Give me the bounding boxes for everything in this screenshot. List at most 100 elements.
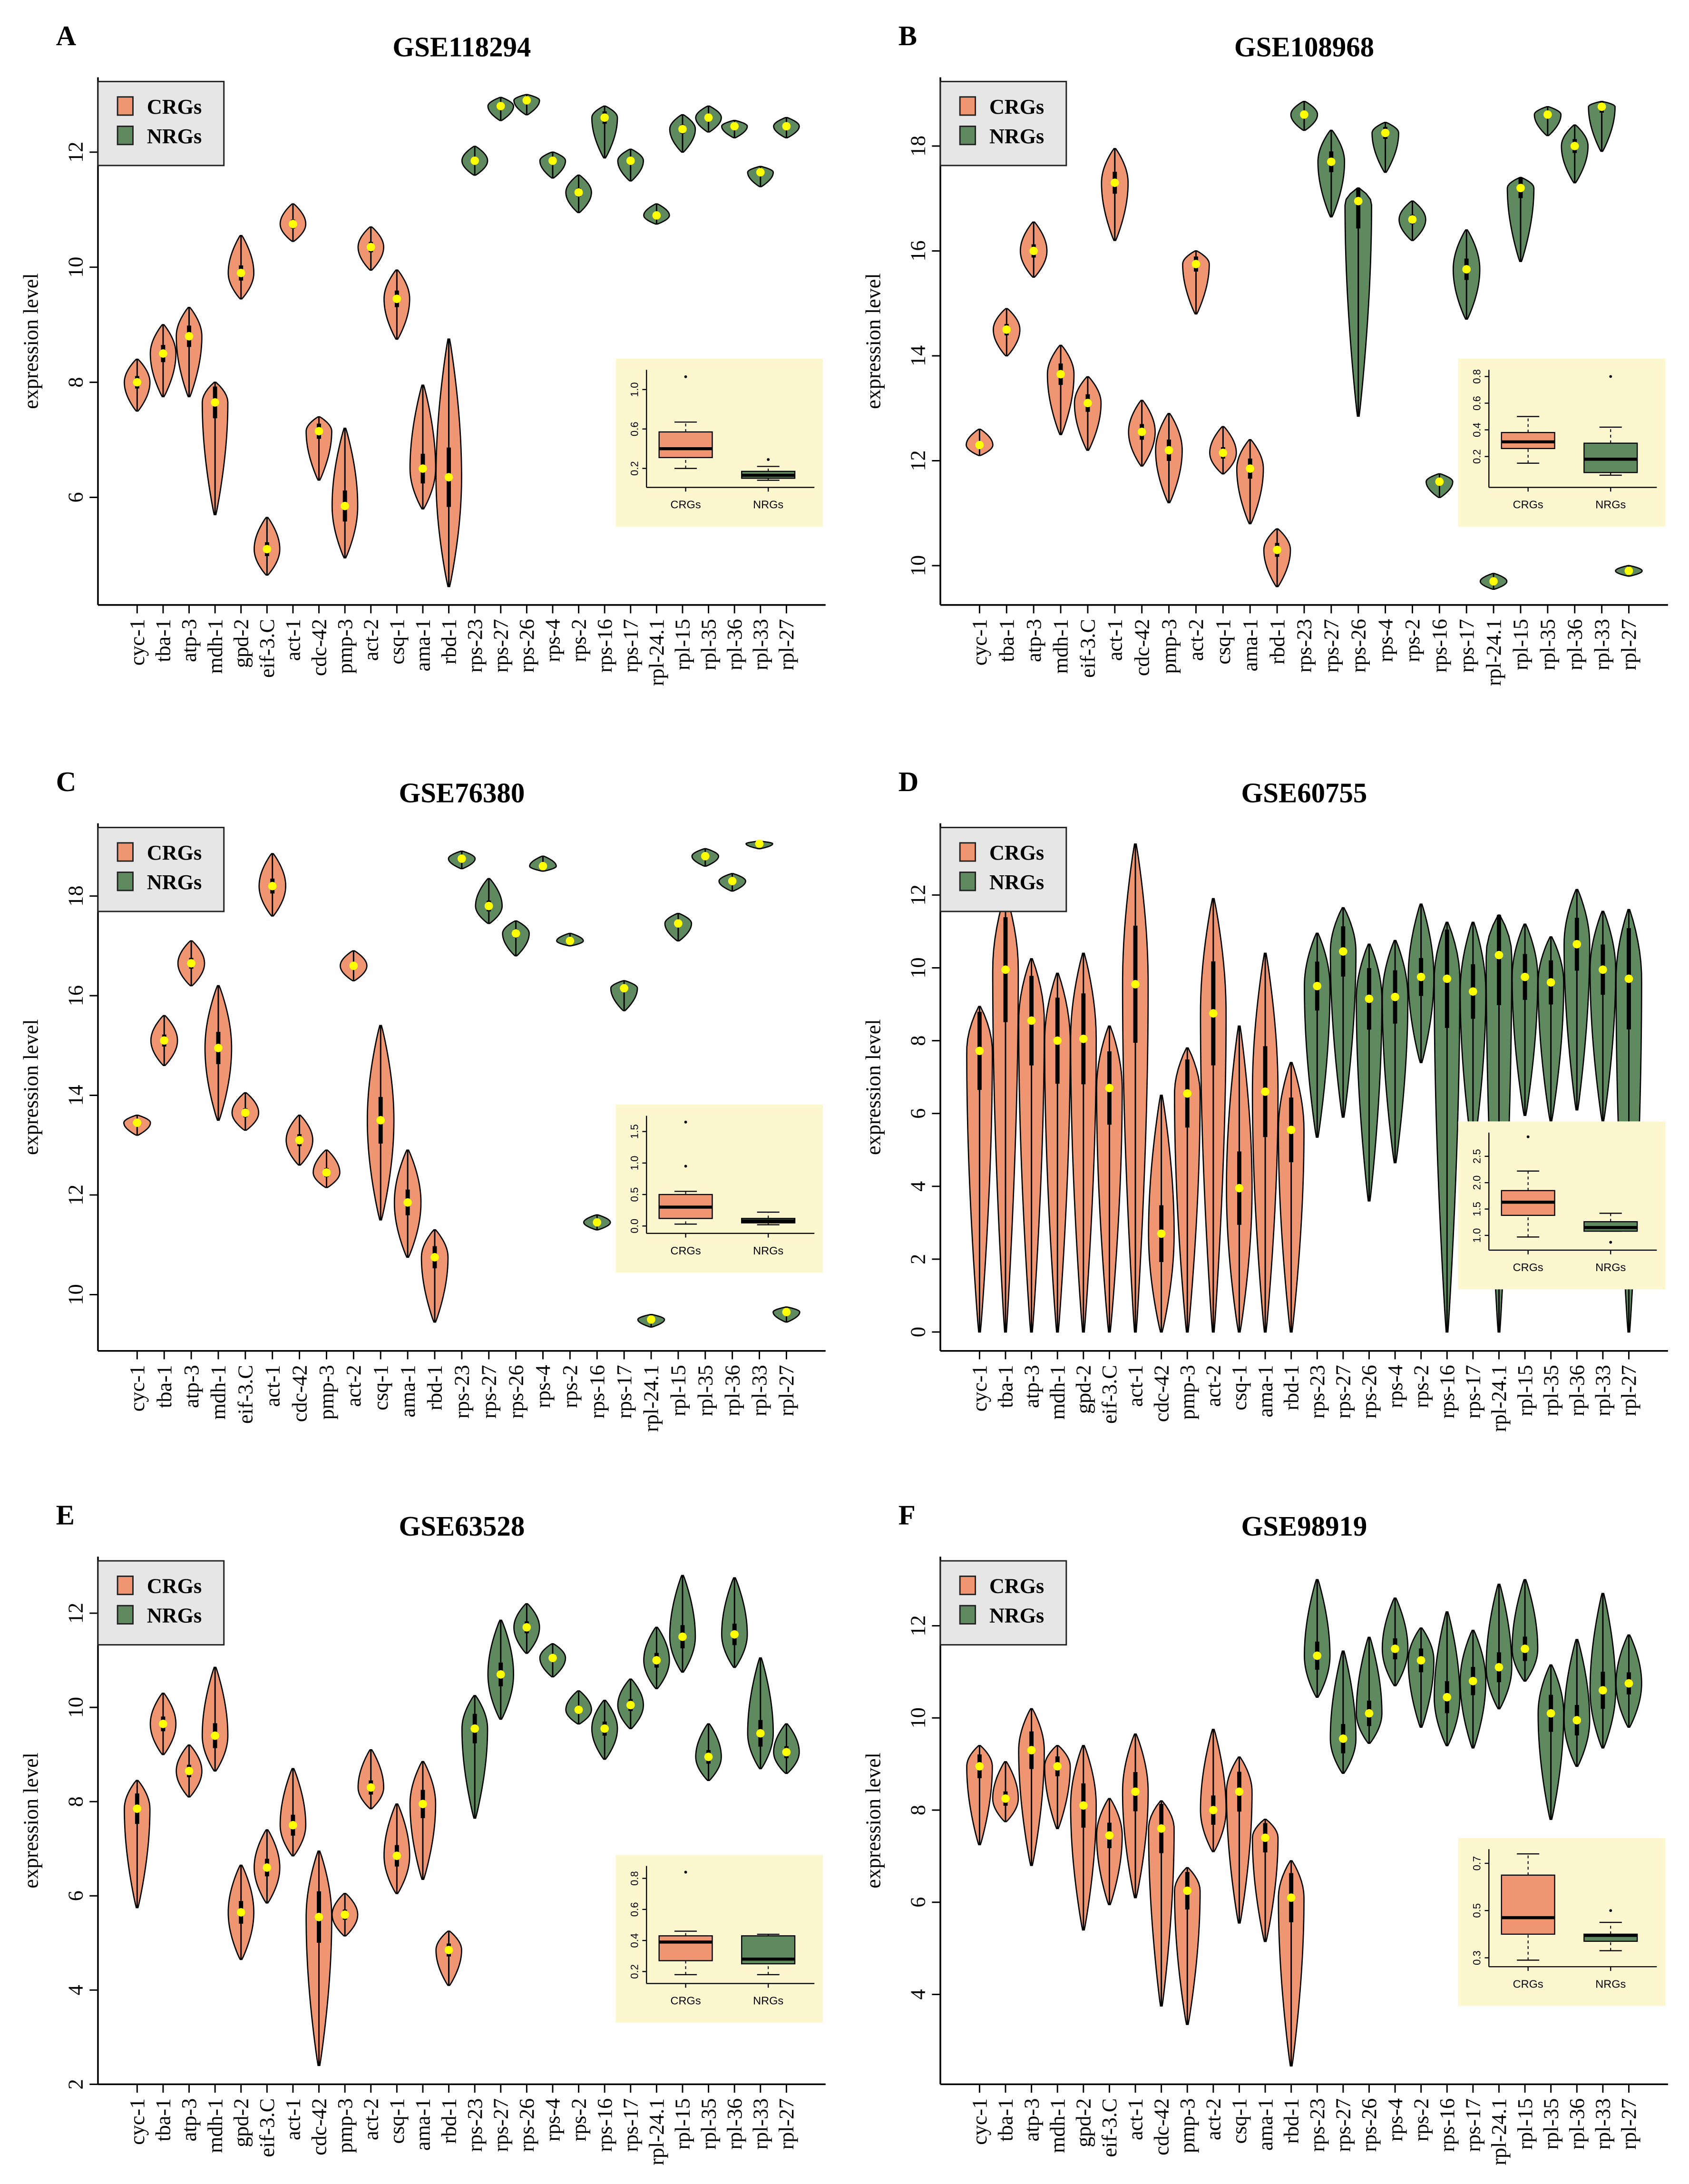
violin-rps-23 — [1290, 100, 1318, 131]
violin-cyc-1 — [966, 1745, 993, 1846]
violin-rps-2 — [1407, 1627, 1435, 1728]
x-tick-label: rpl-36 — [723, 2098, 746, 2150]
x-tick-label: rps-2 — [1409, 2098, 1433, 2142]
x-tick-label: rpl-27 — [1617, 2098, 1640, 2150]
x-tick-label: rps-4 — [541, 2098, 565, 2142]
median-dot — [1235, 1787, 1244, 1796]
inset-y-tick-label: 1.0 — [629, 1156, 641, 1170]
x-tick-label: atp-3 — [1020, 2098, 1043, 2142]
violin-tba-1 — [992, 1761, 1019, 1822]
violin-rps-23 — [461, 146, 488, 176]
violin-cdc-42 — [1148, 1095, 1175, 1333]
violin-act-1 — [1101, 148, 1129, 241]
legend-label-crg: CRGs — [147, 1575, 202, 1598]
violin-rpl-36 — [1561, 124, 1589, 184]
legend-swatch-crg — [959, 842, 976, 862]
legend-label-nrg: NRGs — [989, 1604, 1044, 1627]
median-dot — [626, 1701, 635, 1710]
x-tick-label: rps-16 — [593, 619, 616, 673]
violin-eif-3.C — [254, 1829, 281, 1904]
median-dot — [444, 473, 453, 481]
violin-rps-26 — [1356, 943, 1383, 1202]
violin-rps-23 — [448, 850, 476, 870]
violin-rpl-35 — [1537, 936, 1564, 1122]
violin-csq-1 — [1226, 1025, 1253, 1333]
median-dot — [730, 1630, 739, 1639]
legend-box — [97, 1560, 225, 1646]
median-dot — [1624, 974, 1633, 983]
median-dot — [626, 157, 635, 165]
panel-letter: E — [56, 1500, 75, 1531]
y-tick-label: 12 — [64, 142, 88, 163]
median-dot — [1053, 1036, 1062, 1045]
median-dot — [1053, 1762, 1062, 1771]
x-tick-label: rps-23 — [463, 2098, 487, 2152]
x-tick-label: rpl-15 — [1513, 1365, 1537, 1416]
x-tick-label: eif-3.C — [1098, 2098, 1121, 2157]
legend-label-nrg: NRGs — [147, 1604, 202, 1627]
x-tick-label: eif-3.C — [234, 1365, 257, 1424]
x-tick-label: rpl-24.1 — [1487, 2098, 1511, 2165]
violin-atp-3 — [177, 940, 205, 987]
x-tick-label: tba-1 — [994, 1365, 1017, 1408]
inset-boxplot: 0.2 0.4 0.6 0.8 CRGs NRGs — [1458, 358, 1665, 527]
violin-rpl-15 — [664, 912, 693, 942]
median-dot — [1157, 1824, 1166, 1833]
median-dot — [1209, 1806, 1218, 1814]
inset-boxplot: 0.0 0.5 1.0 1.5 CRGs NRGs — [615, 1104, 823, 1273]
median-dot — [1235, 1184, 1244, 1193]
panel-letter: A — [56, 20, 77, 51]
violin-cdc-42 — [1128, 400, 1156, 467]
median-dot — [314, 1912, 323, 1921]
x-tick-label: rps-4 — [1384, 1365, 1407, 1408]
inset-x-tick-label: CRGs — [671, 1244, 701, 1257]
inset-x-tick-label: CRGs — [1513, 1978, 1543, 1990]
x-tick-label: rps-27 — [489, 2098, 512, 2152]
inset-box — [658, 1935, 713, 1961]
inset-box-crgs: CRGs — [658, 1871, 713, 2007]
y-tick-label: 4 — [64, 1985, 88, 1995]
panel-a: A GSE118294 expression level 6 8 10 12 cyc-1 tba… — [19, 20, 826, 686]
median-dot — [1408, 215, 1417, 224]
violin-pmp-3 — [1174, 1047, 1201, 1333]
x-tick-label: tba-1 — [994, 2098, 1017, 2142]
median-dot — [214, 1044, 223, 1052]
inset-box-crgs: CRGs — [1501, 1853, 1555, 1990]
violin-tba-1 — [149, 324, 177, 398]
inset-box-nrgs: NRGs — [1583, 375, 1638, 511]
violin-pmp-3 — [1174, 1867, 1201, 2025]
x-tick-label: rps-23 — [450, 1365, 474, 1419]
x-tick-label: act-2 — [1202, 2098, 1225, 2140]
x-tick-label: rps-27 — [489, 619, 512, 673]
x-tick-label: rps-26 — [504, 1365, 527, 1419]
violin-pmp-3 — [312, 1149, 341, 1188]
inset-box-nrgs: NRGs — [741, 458, 796, 511]
violin-csq-1 — [1226, 1756, 1253, 1924]
median-dot — [620, 984, 628, 993]
inset-y-tick-label: 0.5 — [629, 1187, 641, 1202]
median-dot — [444, 1946, 453, 1954]
violin-rpl-24.1 — [643, 1626, 670, 1689]
median-dot — [704, 1753, 713, 1761]
violin-rps-26 — [1344, 187, 1372, 417]
median-dot — [566, 936, 575, 945]
inset-outlier — [684, 1165, 687, 1168]
violin-rpl-27 — [773, 117, 800, 138]
x-tick-label: rpl-15 — [671, 2098, 694, 2150]
x-tick-label: rps-2 — [567, 619, 590, 662]
y-tick-label: 16 — [64, 985, 88, 1006]
median-dot — [1546, 1709, 1555, 1718]
x-tick-label: rps-4 — [531, 1365, 555, 1408]
violin-mdh-1 — [201, 382, 229, 516]
median-dot — [160, 1036, 169, 1045]
violin-pmp-3 — [1155, 412, 1183, 504]
x-tick-label: ama-1 — [411, 619, 435, 671]
x-tick-label: rpl-33 — [1590, 619, 1613, 670]
violin-rps-4 — [1371, 122, 1399, 173]
violin-mdh-1 — [204, 985, 233, 1121]
x-tick-label: rpl-33 — [1591, 2098, 1615, 2150]
violin-rps-16 — [591, 1699, 618, 1760]
y-tick-label: 18 — [64, 885, 88, 906]
inset-box-crgs: CRGs — [658, 1120, 713, 1257]
violin-act-1 — [1122, 1733, 1149, 1899]
